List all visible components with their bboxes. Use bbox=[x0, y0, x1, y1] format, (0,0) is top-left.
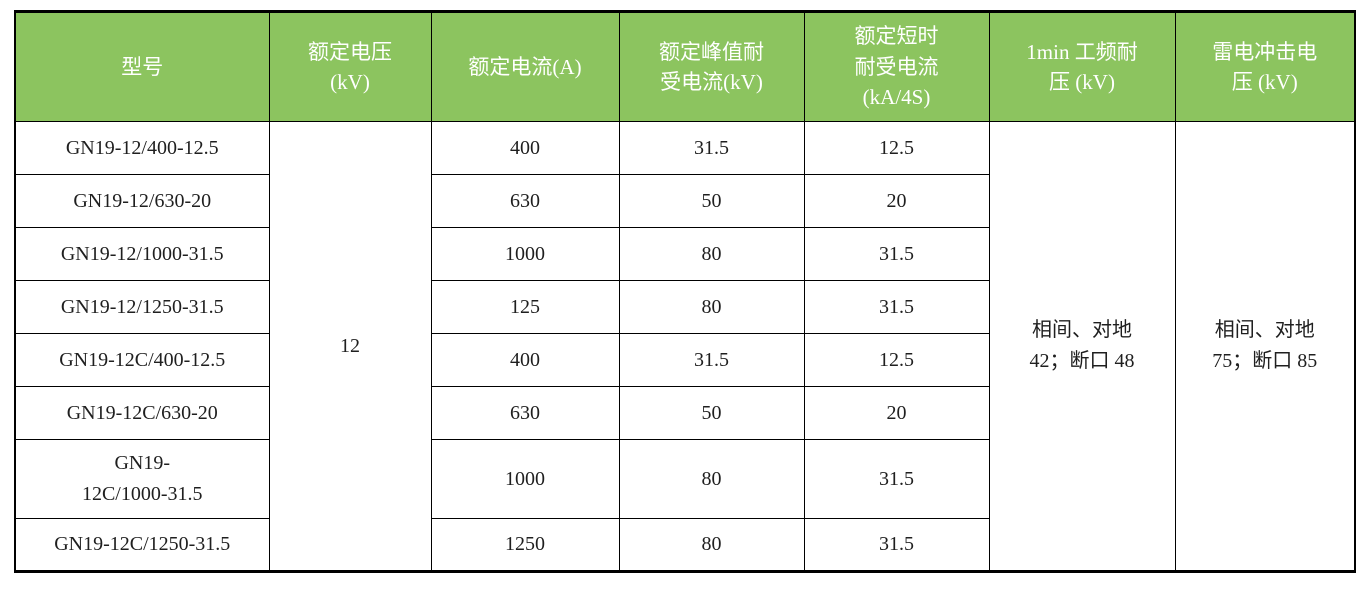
header-power-frequency-withstand-voltage: 1min 工频耐 压 (kV) bbox=[988, 11, 1176, 122]
header-model: 型号 bbox=[14, 11, 270, 122]
cell-peak-withstand: 31.5 bbox=[618, 121, 805, 175]
cell-model: GN19-12/630-20 bbox=[14, 174, 270, 228]
cell-short-time-withstand: 31.5 bbox=[803, 227, 990, 281]
cell-peak-withstand: 80 bbox=[618, 227, 805, 281]
cell-rated-current: 630 bbox=[430, 386, 620, 440]
cell-model: GN19-12C/630-20 bbox=[14, 386, 270, 440]
cell-short-time-withstand: 31.5 bbox=[803, 439, 990, 519]
cell-peak-withstand: 31.5 bbox=[618, 333, 805, 387]
cell-model: GN19-12C/400-12.5 bbox=[14, 333, 270, 387]
cell-peak-withstand: 50 bbox=[618, 386, 805, 440]
cell-model: GN19-12/1000-31.5 bbox=[14, 227, 270, 281]
cell-model: GN19-12/1250-31.5 bbox=[14, 280, 270, 334]
cell-short-time-withstand: 31.5 bbox=[803, 280, 990, 334]
cell-power-frequency-merged: 相间、对地 42；断口 48 bbox=[988, 121, 1176, 572]
cell-model: GN19-12/400-12.5 bbox=[14, 121, 270, 175]
header-rated-current: 额定电流(A) bbox=[430, 11, 620, 122]
table-row: GN19-12/630-20 630 50 20 bbox=[14, 174, 1355, 228]
cell-rated-current: 125 bbox=[430, 280, 620, 334]
cell-rated-current: 1000 bbox=[430, 439, 620, 519]
cell-peak-withstand: 80 bbox=[618, 439, 805, 519]
cell-model: GN19-12C/1250-31.5 bbox=[14, 518, 270, 572]
table-row: GN19-12/400-12.5 12 400 31.5 12.5 相间、对地 … bbox=[14, 121, 1356, 572]
disconnector-spec-table: 型号 额定电压 (kV) 额定电流(A) 额定峰值耐 受电流(kV) 额定短时 … bbox=[14, 10, 1356, 573]
table-row: GN19-12C/400-12.5 400 31.5 12.5 bbox=[14, 333, 1355, 387]
cell-lightning-impulse-merged: 相间、对地 75；断口 85 bbox=[1174, 121, 1356, 572]
cell-peak-withstand: 80 bbox=[618, 518, 805, 572]
cell-model: GN19- 12C/1000-31.5 bbox=[14, 439, 270, 519]
cell-rated-current: 630 bbox=[430, 174, 620, 228]
table-header: 型号 额定电压 (kV) 额定电流(A) 额定峰值耐 受电流(kV) 额定短时 … bbox=[14, 11, 1356, 122]
cell-rated-current: 1000 bbox=[430, 227, 620, 281]
table-body: GN19-12/400-12.5 12 400 31.5 12.5 相间、对地 … bbox=[14, 121, 1356, 572]
cell-short-time-withstand: 12.5 bbox=[803, 333, 990, 387]
header-short-time-withstand-current: 额定短时 耐受电流 (kA/4S) bbox=[803, 11, 990, 122]
header-peak-withstand-current: 额定峰值耐 受电流(kV) bbox=[618, 11, 805, 122]
cell-short-time-withstand: 12.5 bbox=[803, 121, 990, 175]
cell-short-time-withstand: 20 bbox=[803, 174, 990, 228]
cell-rated-current: 400 bbox=[430, 333, 620, 387]
table-row: GN19-12/1250-31.5 125 80 31.5 bbox=[14, 280, 1355, 334]
table-row: GN19-12C/1250-31.5 1250 80 31.5 bbox=[14, 518, 1355, 572]
cell-peak-withstand: 50 bbox=[618, 174, 805, 228]
table-row: GN19- 12C/1000-31.5 1000 80 31.5 bbox=[14, 439, 1355, 519]
cell-peak-withstand: 80 bbox=[618, 280, 805, 334]
header-row: 型号 额定电压 (kV) 额定电流(A) 额定峰值耐 受电流(kV) 额定短时 … bbox=[14, 11, 1356, 122]
cell-rated-current: 1250 bbox=[430, 518, 620, 572]
header-rated-voltage: 额定电压 (kV) bbox=[268, 11, 432, 122]
table-row: GN19-12/1000-31.5 1000 80 31.5 bbox=[14, 227, 1355, 281]
cell-short-time-withstand: 31.5 bbox=[803, 518, 990, 572]
cell-rated-voltage-merged: 12 bbox=[268, 121, 432, 572]
table-row: GN19-12C/630-20 630 50 20 bbox=[14, 386, 1355, 440]
cell-rated-current: 400 bbox=[430, 121, 620, 175]
header-lightning-impulse-voltage: 雷电冲击电 压 (kV) bbox=[1174, 11, 1356, 122]
spec-table-container: 型号 额定电压 (kV) 额定电流(A) 额定峰值耐 受电流(kV) 额定短时 … bbox=[14, 10, 1356, 573]
cell-short-time-withstand: 20 bbox=[803, 386, 990, 440]
